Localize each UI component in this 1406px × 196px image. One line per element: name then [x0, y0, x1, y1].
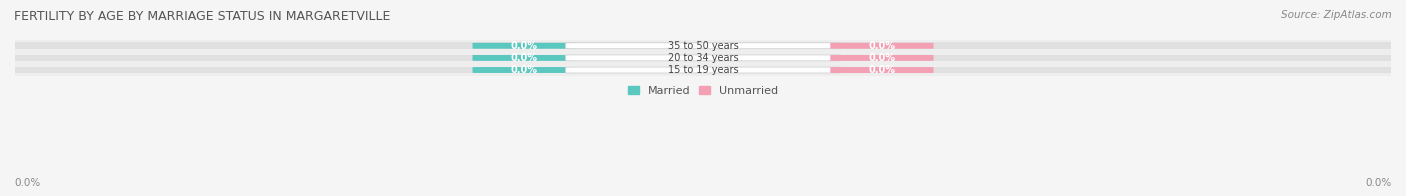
- FancyBboxPatch shape: [472, 67, 575, 73]
- Text: FERTILITY BY AGE BY MARRIAGE STATUS IN MARGARETVILLE: FERTILITY BY AGE BY MARRIAGE STATUS IN M…: [14, 10, 391, 23]
- FancyBboxPatch shape: [565, 67, 841, 73]
- Text: 20 to 34 years: 20 to 34 years: [668, 53, 738, 63]
- FancyBboxPatch shape: [472, 43, 575, 49]
- Text: 0.0%: 0.0%: [14, 178, 41, 188]
- Text: 0.0%: 0.0%: [869, 41, 896, 51]
- Bar: [15, 67, 1391, 73]
- Text: 15 to 19 years: 15 to 19 years: [668, 65, 738, 75]
- FancyBboxPatch shape: [565, 55, 841, 61]
- FancyBboxPatch shape: [831, 55, 934, 61]
- Bar: [15, 40, 1391, 52]
- Text: 0.0%: 0.0%: [869, 53, 896, 63]
- Legend: Married, Unmarried: Married, Unmarried: [627, 86, 779, 96]
- Text: 0.0%: 0.0%: [510, 53, 537, 63]
- Bar: [15, 64, 1391, 76]
- Bar: [15, 54, 1391, 61]
- Bar: [15, 43, 1391, 49]
- Text: 0.0%: 0.0%: [869, 65, 896, 75]
- FancyBboxPatch shape: [831, 43, 934, 49]
- Text: 0.0%: 0.0%: [510, 41, 537, 51]
- Text: Source: ZipAtlas.com: Source: ZipAtlas.com: [1281, 10, 1392, 20]
- FancyBboxPatch shape: [565, 43, 841, 49]
- FancyBboxPatch shape: [831, 67, 934, 73]
- Text: 0.0%: 0.0%: [1365, 178, 1392, 188]
- FancyBboxPatch shape: [472, 55, 575, 61]
- Bar: [15, 52, 1391, 64]
- Text: 35 to 50 years: 35 to 50 years: [668, 41, 738, 51]
- Text: 0.0%: 0.0%: [510, 65, 537, 75]
